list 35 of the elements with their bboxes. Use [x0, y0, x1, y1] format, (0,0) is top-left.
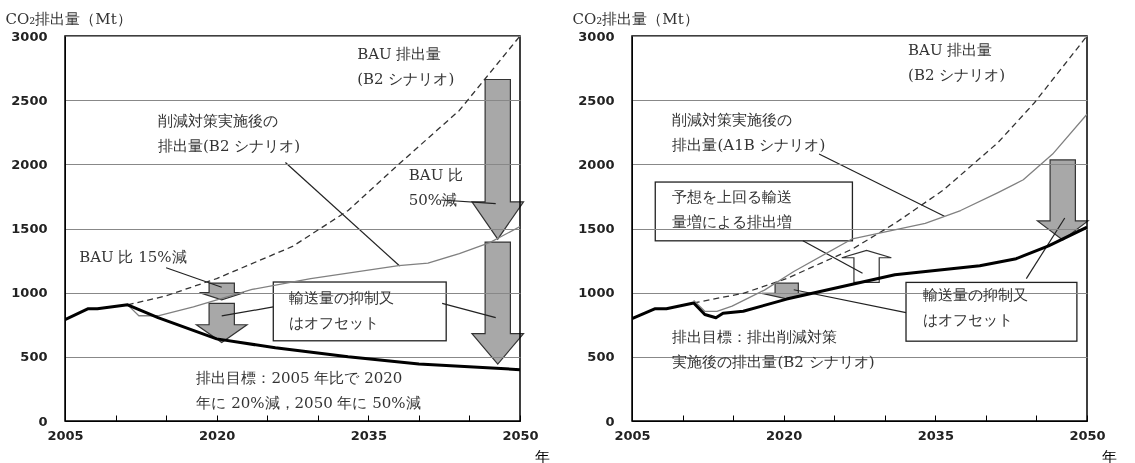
y-tick-label: 1500 [11, 221, 48, 236]
x-tick-label: 2050 [1069, 427, 1106, 443]
x-tick-label: 2020 [766, 427, 803, 443]
y-tick-label: 1000 [11, 285, 48, 301]
x-tick-label: 2005 [614, 427, 651, 443]
annotation: 予想を上回る輸送量増による排出増 [672, 188, 793, 232]
y-tick-label: 0 [605, 413, 615, 429]
y-tick-label: 2000 [578, 156, 615, 172]
x-axis-title: 年 [1101, 447, 1117, 463]
y-tick-label: 2000 [11, 156, 48, 172]
y-tick-label: 500 [20, 349, 48, 365]
x-tick-label: 2005 [47, 427, 84, 443]
y-tick-label: 3000 [11, 28, 48, 44]
y-tick-label: 2500 [11, 92, 48, 108]
y-axis-title: CO₂排出量（Mt） [5, 9, 132, 28]
y-tick-label: 0 [38, 413, 48, 429]
annotation: BAU 排出量(B2 シナリオ) [357, 44, 455, 88]
annotation: 排出目標：2005 年比で 2020年に 20%減，2050 年に 50%減 [196, 369, 421, 413]
y-tick-label: 1500 [578, 221, 615, 236]
y-tick-label: 500 [587, 349, 615, 365]
x-tick-label: 2050 [502, 427, 539, 443]
x-axis-title: 年 [534, 447, 550, 463]
y-tick-label: 2500 [578, 92, 615, 108]
annotation: BAU 排出量(B2 シナリオ) [908, 41, 1006, 85]
x-tick-label: 2035 [917, 427, 954, 443]
annotation: 排出目標：排出削減対策実施後の排出量(B2 シナリオ) [672, 328, 875, 372]
x-tick-label: 2035 [350, 427, 387, 443]
annotation: 削減対策実施後の排出量(B2 シナリオ) [158, 112, 301, 156]
annotation: BAU 比 15%減 [79, 247, 187, 266]
annotation: 輸送量の抑制又はオフセット [289, 288, 395, 332]
x-tick-label: 2020 [199, 427, 236, 443]
y-tick-label: 3000 [578, 28, 615, 44]
y-axis-title: CO₂排出量（Mt） [572, 9, 699, 28]
annotation: 削減対策実施後の排出量(A1B シナリオ) [672, 111, 826, 155]
y-tick-label: 1000 [578, 285, 615, 301]
